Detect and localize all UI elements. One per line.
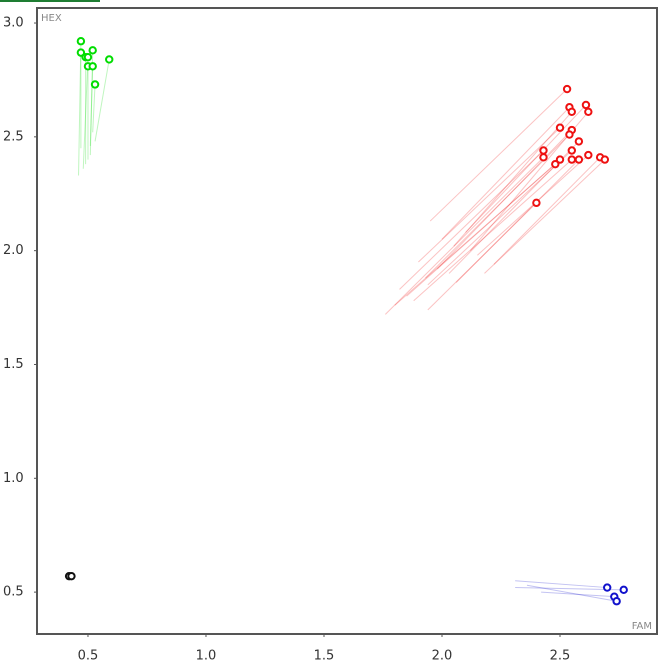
trail xyxy=(89,66,94,146)
point xyxy=(600,155,610,164)
y-tick-label: 2.5 xyxy=(3,129,24,144)
plot-frame xyxy=(36,7,658,635)
point xyxy=(584,107,593,117)
point xyxy=(76,48,86,57)
point xyxy=(90,80,100,89)
trail xyxy=(493,156,601,265)
trail xyxy=(441,106,570,240)
y-tick-label: 1.5 xyxy=(3,357,24,372)
x-tick-label: 1.0 xyxy=(196,649,217,664)
y-tick-label: 3.0 xyxy=(3,16,24,31)
point xyxy=(555,123,565,132)
trail xyxy=(427,202,537,311)
point xyxy=(88,62,97,71)
point xyxy=(551,159,560,169)
trail xyxy=(455,159,580,283)
trail xyxy=(384,156,544,315)
trail xyxy=(515,580,608,589)
point xyxy=(67,571,76,581)
point xyxy=(83,52,93,62)
trail xyxy=(92,84,96,133)
point xyxy=(76,37,86,46)
point xyxy=(574,155,584,164)
y-axis-label: HEX xyxy=(41,13,62,24)
trail xyxy=(429,88,568,222)
trail xyxy=(477,154,589,256)
point xyxy=(567,146,577,155)
point xyxy=(619,585,628,595)
y-tick-label: 2.0 xyxy=(3,243,24,258)
point xyxy=(88,46,97,55)
x-tick-label: 1.5 xyxy=(314,649,335,664)
point xyxy=(105,55,114,64)
point xyxy=(555,155,565,164)
y-tick-label: 0.5 xyxy=(3,585,24,600)
point xyxy=(539,146,548,155)
trail xyxy=(436,129,573,270)
point xyxy=(539,153,548,162)
point xyxy=(603,583,612,592)
point xyxy=(581,100,591,110)
point xyxy=(562,84,572,94)
trail xyxy=(541,591,615,598)
trail xyxy=(465,104,587,233)
trail xyxy=(399,150,544,290)
point xyxy=(567,107,577,117)
point xyxy=(612,597,621,606)
trail xyxy=(418,127,561,263)
point xyxy=(584,150,593,160)
x-tick-label: 2.0 xyxy=(432,649,453,664)
tab-indicator xyxy=(0,0,100,2)
trail xyxy=(94,59,110,142)
point xyxy=(567,155,577,164)
trail xyxy=(406,159,561,297)
trail xyxy=(453,111,573,247)
trail xyxy=(484,159,606,274)
trail xyxy=(78,41,82,176)
trail xyxy=(413,159,573,302)
x-tick-label: 2.5 xyxy=(550,649,571,664)
trail xyxy=(394,163,556,306)
point xyxy=(532,198,541,208)
x-tick-label: 0.5 xyxy=(78,649,99,664)
y-tick-label: 1.0 xyxy=(3,471,24,486)
x-axis-label: FAM xyxy=(632,621,652,632)
trail xyxy=(82,57,89,169)
point xyxy=(565,130,574,139)
point xyxy=(574,137,584,146)
trail xyxy=(526,584,617,602)
trail xyxy=(427,150,573,286)
